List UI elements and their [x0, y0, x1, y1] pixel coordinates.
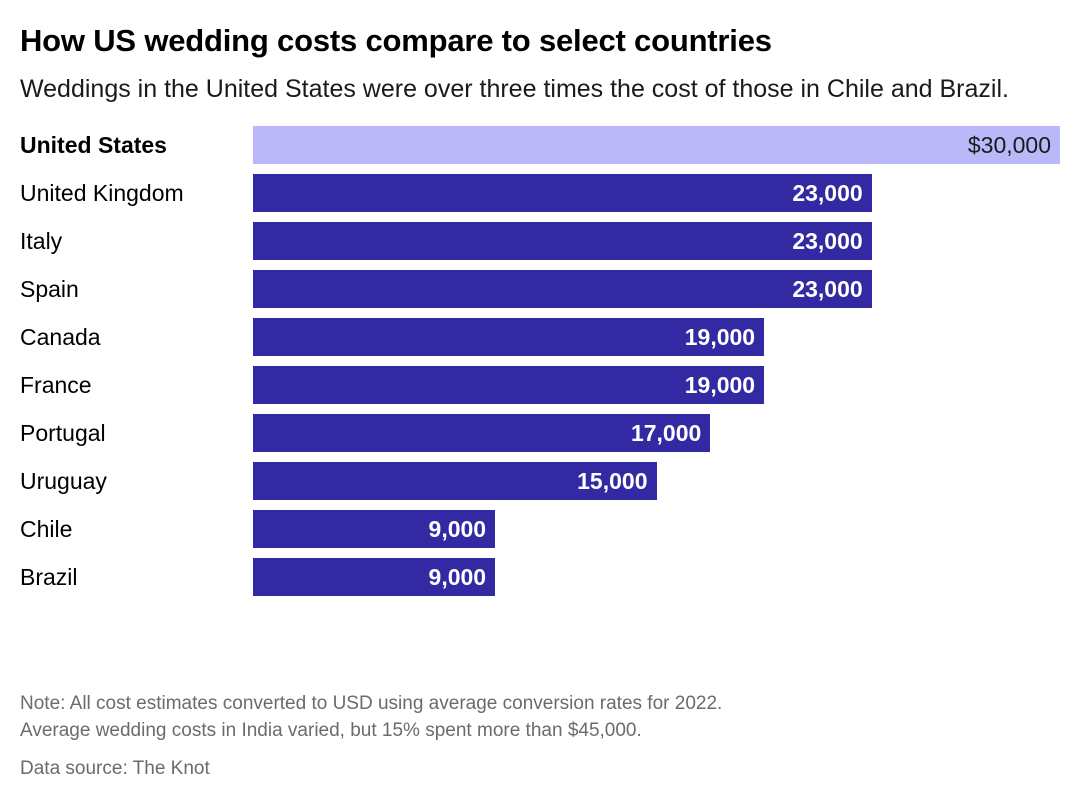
bar-value-label: 19,000: [684, 372, 756, 398]
bar-category-label: Chile: [20, 516, 73, 542]
bar-fill[interactable]: 23,000: [253, 270, 872, 308]
bar-value-label: 23,000: [792, 180, 863, 206]
bar-category-label: Uruguay: [20, 468, 107, 494]
bar-row: Italy 23,000: [20, 222, 1060, 260]
footnote-note-line-1: Note: All cost estimates converted to US…: [20, 693, 723, 714]
bar-row: Chile 9,000: [20, 510, 1060, 548]
chart-footnotes: Note: All cost estimates converted to US…: [20, 690, 1050, 782]
bar-row: Spain 23,000: [20, 270, 1060, 308]
bar-track: 17,000: [253, 414, 1060, 452]
bar-track: 23,000: [253, 270, 1060, 308]
bar-fill[interactable]: 15,000: [253, 462, 657, 500]
bar-row: France 19,000: [20, 366, 1060, 404]
bar-value-label: 9,000: [428, 564, 487, 590]
bar-row: Canada 19,000: [20, 318, 1060, 356]
bar-track: 9,000: [253, 558, 1060, 596]
bar-value-label: 9,000: [428, 516, 487, 542]
bar-value-label: 19,000: [684, 324, 756, 350]
bar-row: Uruguay 15,000: [20, 462, 1060, 500]
bar-track: $30,000: [253, 126, 1060, 164]
bar-value-label: 17,000: [630, 420, 702, 446]
bar-fill[interactable]: 19,000: [253, 366, 765, 404]
bar-value-label: 15,000: [577, 468, 648, 494]
bar-row: United States $30,000: [20, 126, 1060, 164]
bar-category-label: United Kingdom: [20, 180, 184, 206]
bar-category-label: Spain: [20, 276, 79, 302]
bar-track: 9,000: [253, 510, 1060, 548]
bar-track: 19,000: [253, 318, 1060, 356]
bar-row: Portugal 17,000: [20, 414, 1060, 452]
bar-value-label: $30,000: [967, 132, 1051, 158]
footnote-note-line-2: Average wedding costs in India varied, b…: [20, 720, 642, 741]
bar-category-label: Canada: [20, 324, 101, 350]
chart-subtitle: Weddings in the United States were over …: [20, 75, 1009, 103]
bar-row: Brazil 9,000: [20, 558, 1060, 596]
bar-track: 15,000: [253, 462, 1060, 500]
bar-row: United Kingdom 23,000: [20, 174, 1060, 212]
bar-track: 19,000: [253, 366, 1060, 404]
bar-category-label: United States: [20, 132, 167, 158]
footnote-data-source: Data source: The Knot: [20, 758, 210, 779]
bar-fill[interactable]: 9,000: [253, 510, 496, 548]
bar-fill[interactable]: $30,000: [253, 126, 1060, 164]
bar-track: 23,000: [253, 174, 1060, 212]
bar-category-label: France: [20, 372, 92, 398]
bar-value-label: 23,000: [792, 276, 863, 302]
bar-fill[interactable]: 9,000: [253, 558, 496, 596]
bar-fill[interactable]: 23,000: [253, 222, 872, 260]
bar-category-label: Brazil: [20, 564, 78, 590]
bar-chart-plot: United States $30,000 United Kingdom 23,000…: [20, 126, 1060, 596]
bar-fill[interactable]: 19,000: [253, 318, 765, 356]
bar-category-label: Italy: [20, 228, 63, 254]
bar-value-label: 23,000: [792, 228, 863, 254]
bar-fill[interactable]: 23,000: [253, 174, 872, 212]
bar-fill[interactable]: 17,000: [253, 414, 711, 452]
bar-track: 23,000: [253, 222, 1060, 260]
chart-title: How US wedding costs compare to select c…: [20, 23, 772, 58]
bar-category-label: Portugal: [20, 420, 106, 446]
